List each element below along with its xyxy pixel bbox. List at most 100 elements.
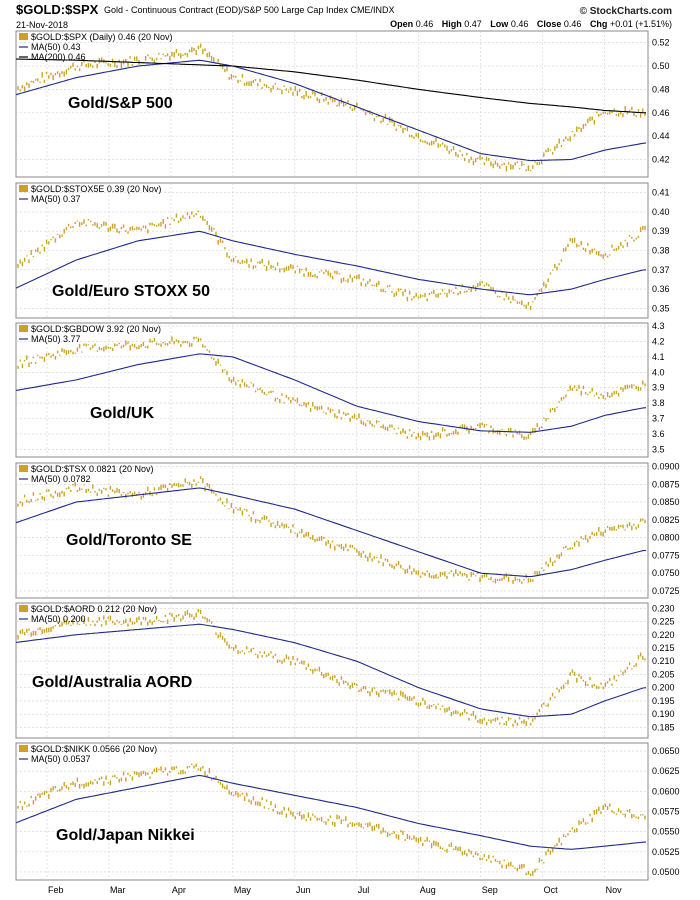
ma50-line bbox=[15, 774, 647, 850]
high-label: High bbox=[441, 19, 462, 29]
panel-frame bbox=[15, 462, 649, 599]
y-tick-label: 0.0600 bbox=[652, 786, 680, 796]
y-tick-label: 0.0550 bbox=[652, 827, 680, 837]
y-tick-label: 3.7 bbox=[652, 413, 665, 423]
y-tick-label: 0.0625 bbox=[652, 766, 680, 776]
panel-6: 0.0650 0.0625 0.0600 0.0575 0.0550 0.0525 0.05… bbox=[15, 742, 680, 881]
x-tick-label: Apr bbox=[172, 885, 186, 895]
y-tick-label: 0.0775 bbox=[652, 550, 680, 560]
legend-entry: MA(50) 0.37 bbox=[31, 194, 81, 204]
y-tick-label: 0.35 bbox=[652, 303, 670, 313]
y-tick-label: 0.185 bbox=[652, 722, 675, 732]
x-tick-label: Nov bbox=[606, 885, 623, 895]
x-tick-label: Mar bbox=[110, 885, 126, 895]
y-tick-label: 0.44 bbox=[652, 131, 670, 141]
y-tick-label: 0.190 bbox=[652, 709, 675, 719]
y-tick-label: 0.0750 bbox=[652, 568, 680, 578]
legend-swatch bbox=[19, 33, 28, 40]
ma50-line bbox=[15, 59, 647, 162]
legend-entry: MA(50) 0.43 bbox=[31, 42, 81, 52]
ma50-line bbox=[15, 353, 647, 433]
y-tick-label: 0.220 bbox=[652, 630, 675, 640]
x-tick-label: Jun bbox=[296, 885, 311, 895]
open-value: 0.46 bbox=[415, 19, 434, 29]
y-tick-label: 0.225 bbox=[652, 617, 675, 627]
y-tick-label: 3.5 bbox=[652, 444, 665, 454]
legend-entry: $GOLD:$AORD 0.212 (20 Nov) bbox=[31, 604, 157, 614]
open-label: Open bbox=[390, 19, 414, 29]
chart-description: Gold - Continuous Contract (EOD)/S&P 500… bbox=[104, 5, 395, 15]
panel-1: 0.52 0.50 0.48 0.46 0.44 0.42 $GOLD:$SPX (Dail… bbox=[15, 30, 670, 178]
y-tick-label: 4.0 bbox=[652, 367, 665, 377]
y-tick-label: 0.38 bbox=[652, 246, 670, 256]
panel-title: Gold/Australia AORD bbox=[32, 674, 192, 691]
legend-swatch bbox=[19, 465, 28, 472]
brand-watermark: © StockCharts.com bbox=[579, 6, 672, 17]
legend-swatch bbox=[19, 605, 28, 612]
y-tick-label: 0.195 bbox=[652, 696, 675, 706]
y-tick-label: 3.9 bbox=[652, 383, 665, 393]
legend-swatch bbox=[19, 185, 28, 192]
ohlc-readout: Open 0.46 High 0.47 Low 0.46 Close 0.46 … bbox=[384, 19, 672, 29]
chart-symbol: $GOLD:$SPX bbox=[16, 2, 99, 17]
legend-entry: MA(50) 0.0782 bbox=[31, 474, 91, 484]
y-tick-label: 0.0900 bbox=[652, 462, 680, 472]
panel-frame bbox=[15, 322, 649, 458]
y-tick-label: 0.200 bbox=[652, 683, 675, 693]
ma50-line bbox=[15, 230, 647, 296]
y-tick-label: 0.210 bbox=[652, 656, 675, 666]
high-value: 0.47 bbox=[464, 19, 482, 29]
y-tick-label: 0.46 bbox=[652, 108, 670, 118]
legend-swatch bbox=[19, 325, 28, 332]
legend-entry: $GOLD:$TSX 0.0821 (20 Nov) bbox=[31, 464, 154, 474]
close-value: 0.46 bbox=[563, 19, 582, 29]
y-tick-label: 0.37 bbox=[652, 265, 670, 275]
y-tick-label: 0.39 bbox=[652, 226, 670, 236]
legend-entry: $GOLD:$STOX5E 0.39 (20 Nov) bbox=[31, 184, 161, 194]
legend-entry: $GOLD:$SPX (Daily) 0.46 (20 Nov) bbox=[31, 32, 173, 42]
chg-value: +0.01 (+1.51%) bbox=[609, 19, 672, 29]
x-tick-label: May bbox=[234, 885, 252, 895]
chg-label: Chg bbox=[589, 19, 608, 29]
y-tick-label: 0.0525 bbox=[652, 847, 680, 857]
y-tick-label: 4.2 bbox=[652, 336, 665, 346]
y-tick-label: 3.8 bbox=[652, 398, 665, 408]
y-tick-label: 0.215 bbox=[652, 643, 675, 653]
panel-title: Gold/Japan Nikkei bbox=[56, 827, 195, 844]
legend-entry: MA(200) 0.46 bbox=[31, 52, 86, 62]
low-value: 0.46 bbox=[510, 19, 529, 29]
y-tick-label: 3.6 bbox=[652, 429, 665, 439]
panel-title: Gold/UK bbox=[90, 405, 154, 422]
legend-entry: MA(50) 3.77 bbox=[31, 334, 81, 344]
legend-entry: MA(50) 0.0537 bbox=[31, 754, 91, 764]
legend-swatch bbox=[19, 745, 28, 752]
y-tick-label: 0.0725 bbox=[652, 586, 680, 596]
y-tick-label: 0.0650 bbox=[652, 746, 680, 756]
y-tick-label: 0.36 bbox=[652, 284, 670, 294]
y-tick-label: 0.52 bbox=[652, 38, 670, 48]
y-tick-label: 0.0800 bbox=[652, 533, 680, 543]
panel-frame bbox=[15, 602, 649, 739]
panel-5: 0.230 0.225 0.220 0.215 0.210 0.205 0.200 0.195… bbox=[15, 602, 675, 739]
y-tick-label: 0.205 bbox=[652, 669, 675, 679]
y-tick-label: 0.0825 bbox=[652, 515, 680, 525]
x-tick-label: Sep bbox=[482, 885, 498, 895]
panel-title: Gold/S&P 500 bbox=[68, 95, 173, 112]
low-label: Low bbox=[490, 19, 509, 29]
y-tick-label: 0.230 bbox=[652, 603, 675, 613]
y-tick-label: 0.0875 bbox=[652, 479, 680, 489]
chart-date: 21-Nov-2018 bbox=[16, 20, 69, 30]
panel-title: Gold/Toronto SE bbox=[66, 532, 192, 549]
x-tick-label: Aug bbox=[420, 885, 436, 895]
panel-title: Gold/Euro STOXX 50 bbox=[52, 283, 210, 300]
ma50-line bbox=[15, 487, 647, 578]
legend-entry: $GOLD:$NIKK 0.0566 (20 Nov) bbox=[31, 744, 157, 754]
y-tick-label: 0.41 bbox=[652, 188, 670, 198]
y-tick-label: 0.40 bbox=[652, 207, 670, 217]
y-tick-label: 4.1 bbox=[652, 352, 665, 362]
legend-entry: $GOLD:$GBDOW 3.92 (20 Nov) bbox=[31, 324, 161, 334]
y-tick-label: 0.50 bbox=[652, 61, 670, 71]
panel-3: 4.3 4.2 4.1 4.0 3.9 3.8 3.7 3.6 3.5 $GOLD:$GBDOW … bbox=[15, 321, 665, 458]
